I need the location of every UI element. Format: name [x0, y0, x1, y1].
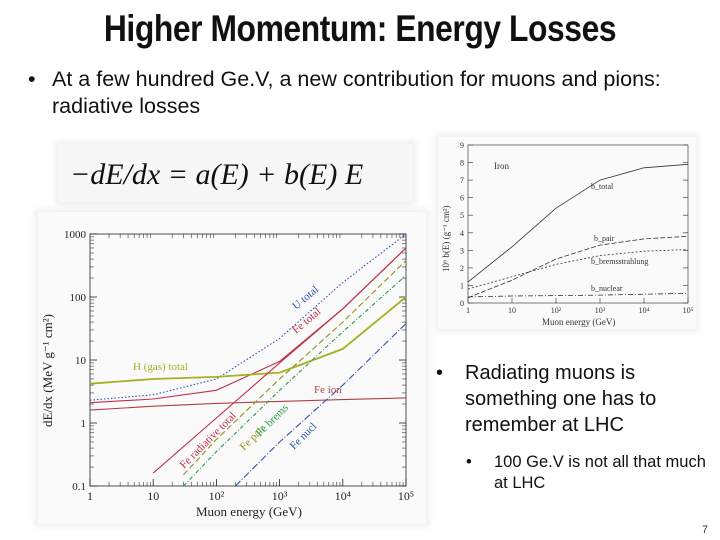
formula-svg: −dE/dx = a(E) + b(E) E [70, 158, 363, 191]
inset-y-tick-label: 3 [460, 246, 464, 255]
b-chart-panel: 1 10 10² 10³ 10⁴ 10⁵ 0 1 2 3 4 5 6 7 8 9 Iron b_total b… [438, 137, 696, 329]
inset-y-tick-label: 8 [460, 159, 464, 168]
bullet-glyph: • [466, 453, 472, 471]
inset-y-tick-label: 9 [460, 141, 464, 150]
inset-label-btotal: b_total [591, 182, 614, 191]
series-line-fe-ion [89, 397, 407, 411]
x-tick-label: 1 [87, 489, 93, 503]
y-axis-label: dE/dx (MeV g⁻¹ cm²) [40, 314, 55, 427]
series-line-fe-brems [183, 274, 407, 487]
inset-series-line-b-bremsstrahlung [467, 249, 689, 290]
x-tick-label: 10⁵ [398, 489, 414, 503]
inset-y-tick-label: 4 [460, 229, 464, 238]
sub-bullet-text: 100 Ge.V is not all that much at LHC [494, 453, 706, 492]
x-tick-label: 10⁴ [335, 489, 351, 503]
inset-x-tick-label: 1 [466, 306, 470, 315]
main-bullet-text: At a few hundred Ge.V, a new contributio… [52, 67, 661, 118]
inset-y-tick-label: 5 [460, 211, 464, 220]
series-label-fe-brems: Fe brems [254, 402, 291, 439]
formula-image: −dE/dx = a(E) + b(E) E [58, 144, 413, 202]
inset-y-axis-label: 10⁶ b(E) (g⁻¹ cm²) [441, 205, 451, 272]
inset-x-tick-label: 10 [508, 306, 516, 315]
inset-y-tick-label: 7 [460, 176, 464, 185]
series-label-fe-ion: Fe ion [314, 384, 342, 396]
inset-series-line-b-total [467, 163, 689, 283]
inset-y-tick-label: 2 [460, 264, 464, 273]
series-line-fe-nucl [235, 323, 407, 487]
y-tick-label: 10 [75, 355, 87, 367]
series-line-fe-pair [182, 260, 407, 476]
x-tick-label: 10³ [272, 489, 288, 503]
inset-label-bpair: b_pair [594, 234, 615, 243]
inset-series-line-b-pair [467, 235, 689, 299]
series-label-fe-radiative: Fe radiative total [178, 410, 239, 471]
series-line-u-total [89, 233, 407, 401]
bullet-glyph: • [436, 362, 444, 384]
right-bullet-text: Radiating muons is something one has to … [465, 362, 657, 436]
inset-annotation: Iron [494, 161, 509, 171]
x-tick-label: 10² [209, 489, 225, 503]
inset-series-line-b-nuclear [467, 292, 689, 298]
series-line-h-gas-total [89, 296, 407, 385]
bullet-glyph: • [28, 67, 36, 91]
y-tick-label: 100 [70, 292, 87, 304]
inset-x-tick-label: 10³ [595, 306, 606, 315]
inset-y-tick-label: 1 [460, 281, 464, 290]
inset-y-tick-label: 6 [460, 194, 464, 203]
series-label-fe-nucl: Fe nucl [288, 421, 320, 453]
y-tick-label: 1000 [64, 229, 87, 241]
inset-x-tick-label: 10⁵ [683, 306, 694, 315]
series-label-h-total: H (gas) total [133, 361, 188, 373]
slide-title: Higher Momentum: Energy Losses [103, 8, 617, 49]
series-line-fe-radiative-total [152, 247, 407, 474]
inset-x-tick-label: 10⁴ [639, 306, 650, 315]
inset-frame [467, 144, 689, 304]
inset-x-tick-label: 10² [551, 306, 562, 315]
page-number: 7 [701, 524, 708, 536]
x-axis-label: Muon energy (GeV) [196, 504, 302, 519]
y-tick-label: 0.1 [72, 481, 86, 493]
x-tick-label: 10 [147, 489, 159, 503]
formula-text: −dE/dx = a(E) + b(E) E [70, 158, 363, 191]
inset-label-bnuclear: b_nuclear [591, 284, 623, 293]
inset-label-bbrems: b_bremsstrahlung [591, 257, 648, 266]
inset-y-tick-label: 0 [460, 299, 464, 308]
inset-x-axis-label: Muon energy (GeV) [542, 317, 615, 327]
y-tick-label: 1 [81, 418, 87, 430]
dedx-chart-panel: 1 10 10² 10³ 10⁴ 10⁵ 0.1 1 10 100 1000 U total Fe … [38, 212, 426, 524]
